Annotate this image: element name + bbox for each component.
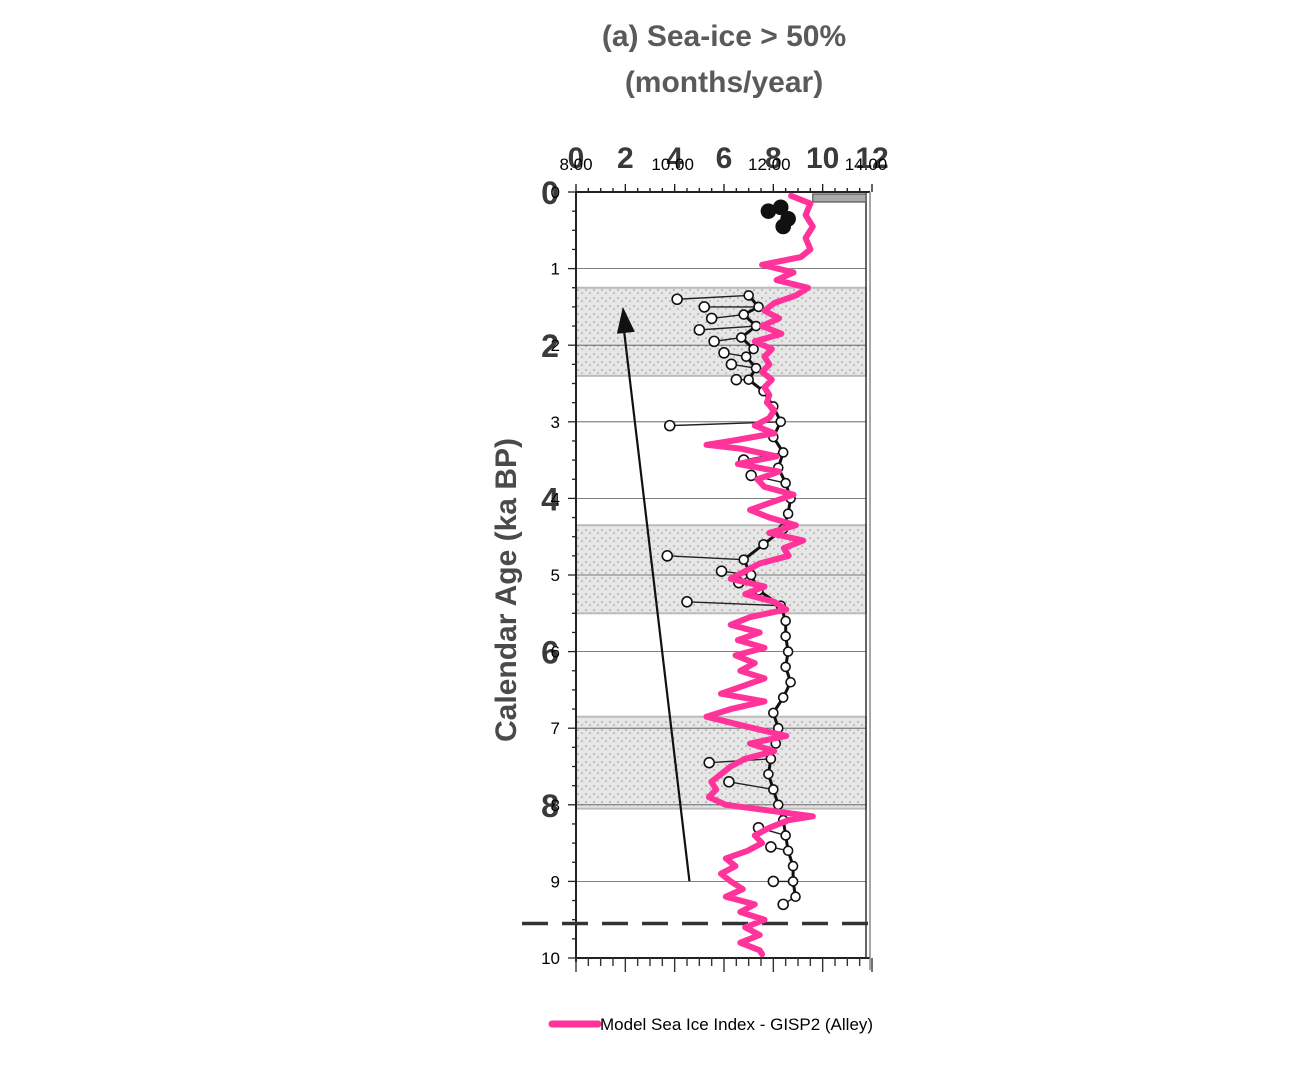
x-primary-tick-label-4: 8 (765, 142, 782, 175)
x-secondary-tick-label-2: 12.00 (748, 155, 791, 174)
y-secondary-tick-label-0: 0 (551, 183, 560, 202)
y-secondary-tick-label-6: 6 (551, 643, 560, 662)
proxy-point-45 (787, 876, 799, 887)
proxy-point-5 (753, 301, 764, 313)
open-circle-10 (745, 469, 757, 482)
open-circle-2 (705, 312, 718, 325)
proxy-point-34 (768, 707, 779, 719)
open-circle-0 (671, 293, 683, 306)
open-circle-15 (703, 756, 716, 769)
y-primary-tick-label-3: 6 (541, 635, 559, 671)
excursion-line-0 (677, 294, 749, 300)
proxy-point-43 (782, 845, 794, 857)
model-series-line (703, 192, 816, 958)
y-secondary-tick-label-9: 9 (551, 872, 560, 891)
x-primary-tick-label-1: 2 (617, 142, 634, 175)
excursion-line-11 (667, 555, 744, 561)
open-circle-16 (723, 776, 735, 788)
open-circle-20 (777, 898, 790, 911)
axis-tick-labels: 0 2 4 6 8 10 128.00 10.00 12.00 14.00024680123456… (541, 142, 889, 968)
chart-title-line1: (a) Sea-ice > 50% (602, 20, 846, 53)
y-primary-tick-label-4: 8 (541, 788, 559, 824)
proxy-point-29 (780, 630, 791, 642)
proxy-point-9 (748, 343, 759, 355)
gridlines (576, 191, 866, 959)
open-circle-4 (708, 335, 720, 348)
proxy-point-8 (735, 332, 747, 343)
proxy-point-31 (780, 661, 791, 673)
chart-title-line2: (months/year) (625, 66, 823, 99)
proxy-point-42 (780, 830, 791, 841)
x-secondary-tick-label-3: 14.00 (845, 155, 888, 174)
y-primary-tick-label-0: 0 (541, 175, 559, 211)
proxy-point-4 (743, 290, 754, 301)
proxy-point-6 (738, 309, 750, 320)
open-circle-14 (681, 596, 693, 608)
x-secondary-tick-label-1: 10.00 (651, 155, 694, 174)
y-axis-label: Calendar Age (ka BP) (490, 438, 523, 742)
excursion-line-16 (728, 781, 774, 791)
x-primary-tick-label-5: 10 (806, 142, 839, 175)
proxy-point-28 (780, 615, 791, 627)
y-secondary-tick-label-4: 4 (551, 489, 560, 508)
x-primary-tick-label-0: 0 (568, 142, 585, 175)
y-secondary-tick-label-1: 1 (551, 260, 560, 279)
proxy-point-17 (777, 447, 789, 458)
proxy-point-19 (780, 477, 791, 489)
y-primary-tick-label-2: 4 (541, 481, 559, 517)
proxy-point-24 (738, 554, 750, 565)
legend: Model Sea Ice Index - GISP2 (Alley) (548, 1015, 873, 1034)
proxy-point-11 (750, 362, 762, 374)
y-secondary-tick-label-7: 7 (551, 719, 560, 738)
proxy-point-12 (743, 374, 754, 385)
proxy-point-10 (740, 351, 752, 362)
proxy-point-33 (777, 692, 789, 703)
proxy-point-44 (787, 860, 799, 872)
proxy-point-1 (760, 203, 777, 219)
shaded-interval-2 (575, 715, 867, 810)
proxy-point-38 (763, 768, 774, 780)
open-circle-7 (730, 373, 743, 386)
x-primary-tick-label-3: 6 (716, 142, 733, 175)
proxy-point-32 (785, 676, 796, 688)
proxy-point-3 (775, 218, 792, 235)
proxy-point-23 (758, 539, 769, 550)
proxy-point-39 (768, 784, 779, 795)
top-right-bar (812, 193, 867, 203)
excursion-line-3 (699, 325, 757, 331)
open-circle-5 (718, 347, 730, 359)
open-circle-3 (693, 324, 706, 336)
proxy-point-15 (775, 416, 787, 428)
y-secondary-tick-label-10: 10 (541, 949, 560, 968)
shaded-intervals (575, 286, 867, 810)
open-circle-12 (715, 565, 728, 577)
y-secondary-tick-label-8: 8 (551, 796, 560, 815)
proxy-point-40 (772, 799, 784, 811)
y-secondary-tick-label-5: 5 (551, 566, 560, 585)
proxy-point-46 (790, 891, 801, 903)
y-secondary-tick-label-2: 2 (551, 336, 560, 355)
proxy-point-30 (782, 646, 794, 657)
y-primary-tick-label-1: 2 (541, 328, 559, 364)
x-primary-tick-label-2: 4 (666, 142, 683, 175)
open-circle-1 (698, 301, 711, 313)
axis-ticks (568, 184, 873, 972)
open-circle-6 (725, 358, 738, 371)
model-series (703, 192, 816, 958)
proxy-point-21 (782, 508, 794, 520)
y-secondary-tick-label-3: 3 (551, 413, 560, 432)
trend-arrow-shaft (621, 320, 691, 882)
trend-arrow-head (616, 306, 635, 334)
open-circle-19 (767, 875, 780, 888)
legend-label: Model Sea Ice Index - GISP2 (Alley) (600, 1015, 873, 1034)
x-primary-tick-label-6: 12 (855, 142, 888, 175)
open-circle-18 (765, 841, 777, 853)
annotations (522, 193, 870, 926)
x-secondary-tick-label-0: 8.00 (559, 155, 592, 174)
open-circle-8 (663, 419, 676, 432)
open-circle-11 (661, 550, 674, 562)
excursion-line-14 (686, 601, 781, 607)
